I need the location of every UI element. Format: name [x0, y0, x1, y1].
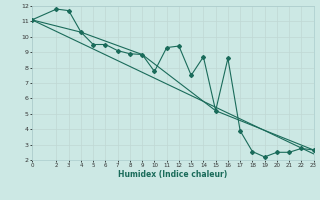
- X-axis label: Humidex (Indice chaleur): Humidex (Indice chaleur): [118, 170, 228, 179]
